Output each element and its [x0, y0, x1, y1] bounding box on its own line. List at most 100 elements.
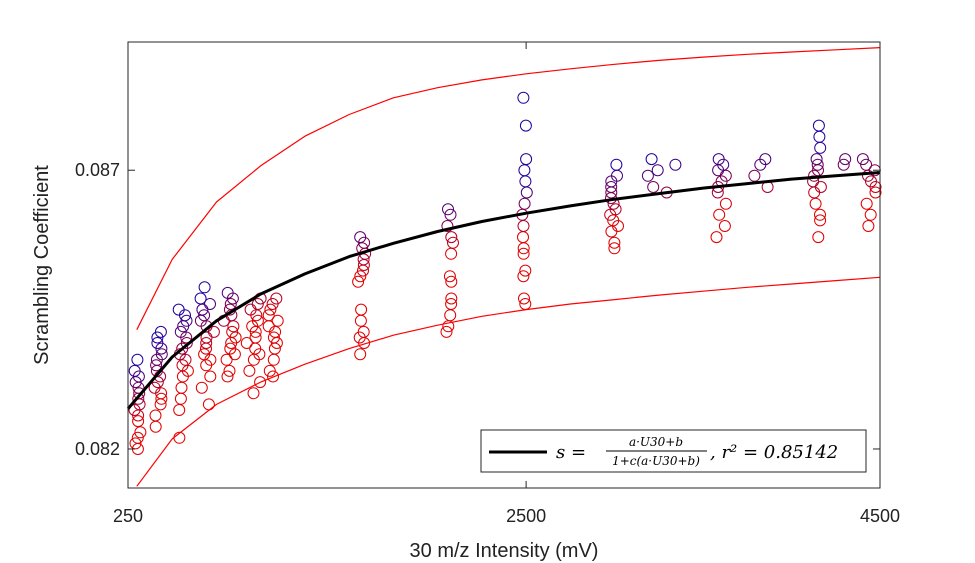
data-point-9-14	[519, 119, 532, 132]
lower-bound-line	[136, 276, 881, 487]
data-point-11-5	[645, 153, 658, 166]
data-point-1-15	[154, 325, 167, 338]
data-point-1-9	[150, 359, 163, 372]
data-point-14-9	[811, 158, 824, 171]
data-point-5-10	[251, 314, 264, 327]
data-point-14-13	[812, 119, 825, 132]
y-tick-label-0: 0.082	[75, 439, 120, 459]
data-point-13-1	[748, 169, 761, 182]
data-point-5-2	[243, 364, 256, 377]
x-tick-label-0: 250	[113, 506, 143, 526]
tick-layer: 250 2500 4500 0.082 0.087	[75, 42, 900, 526]
data-point-0-4	[132, 415, 145, 428]
data-point-0-14	[131, 353, 144, 366]
data-point-10-4	[607, 214, 620, 227]
data-point-8-0	[440, 325, 453, 338]
data-point-6-5	[267, 331, 280, 344]
data-point-3-7	[200, 337, 213, 349]
data-point-3-12	[198, 309, 211, 322]
data-point-7-7	[354, 270, 367, 283]
data-point-15-0	[837, 158, 850, 171]
data-point-16-8	[860, 158, 873, 171]
legend: s = a·U30+b 1+c(a·U30+b) , r² = 0.85142	[480, 429, 867, 473]
data-point-14-0	[812, 231, 825, 244]
data-point-14-1	[814, 214, 827, 227]
x-axis-title: 30 m/z Intensity (mV)	[410, 540, 599, 562]
data-point-12-3	[719, 197, 732, 210]
data-point-2-12	[174, 325, 187, 338]
data-point-1-5	[148, 381, 161, 394]
data-point-8-3	[445, 298, 458, 310]
data-point-3-1	[195, 381, 208, 394]
data-point-2-16	[172, 303, 185, 316]
data-point-11-3	[651, 164, 664, 177]
data-point-4-4	[224, 342, 237, 355]
data-point-8-9	[445, 231, 458, 244]
plot-area	[128, 42, 880, 488]
data-point-12-1	[718, 220, 731, 232]
data-point-8-5	[445, 275, 458, 288]
data-point-12-2	[713, 208, 726, 221]
data-point-10-6	[609, 203, 622, 216]
data-point-5-13	[251, 298, 264, 310]
data-point-1-1	[149, 409, 162, 422]
data-point-6-8	[271, 314, 284, 327]
data-point-16-3	[869, 186, 882, 199]
data-point-14-6	[807, 175, 820, 188]
data-point-8-11	[444, 208, 457, 221]
data-point-16-1	[864, 208, 877, 221]
data-layer	[126, 47, 882, 487]
data-point-9-3	[519, 264, 532, 277]
data-point-13-3	[759, 153, 772, 166]
data-point-0-2	[131, 431, 144, 444]
data-point-9-15	[517, 91, 530, 104]
data-point-7-3	[357, 325, 370, 338]
data-point-15-1	[839, 153, 852, 166]
data-point-11-2	[641, 169, 654, 182]
data-point-8-4	[445, 292, 458, 305]
data-point-4-1	[223, 364, 236, 377]
data-point-1-11	[155, 348, 168, 361]
data-point-5-7	[249, 331, 262, 344]
data-point-9-9	[518, 197, 531, 210]
data-point-7-6	[352, 275, 365, 288]
legend-lhs: s =	[556, 442, 586, 463]
data-point-6-1	[263, 364, 276, 377]
data-point-4-2	[220, 353, 233, 366]
legend-numerator: a·U30+b	[629, 435, 683, 449]
data-point-9-4	[517, 247, 530, 260]
data-point-1-3	[155, 392, 168, 405]
data-point-11-1	[647, 181, 660, 193]
data-point-0-3	[134, 426, 147, 439]
data-point-16-2	[860, 197, 873, 210]
data-point-11-4	[669, 158, 682, 171]
data-point-4-14	[221, 286, 234, 299]
data-point-6-0	[267, 370, 279, 383]
data-point-4-12	[224, 298, 237, 310]
data-point-5-1	[254, 376, 267, 389]
data-point-5-0	[247, 387, 260, 400]
upper-bound-line	[136, 47, 881, 330]
plot-frame	[127, 41, 881, 489]
data-point-10-10	[605, 181, 618, 193]
data-point-4-0	[221, 370, 234, 383]
data-point-16-0	[862, 220, 875, 232]
data-point-14-5	[814, 181, 827, 193]
data-point-3-5	[198, 348, 211, 361]
y-axis-title: Scrambling Coefficient	[31, 165, 53, 365]
data-point-6-9	[262, 309, 275, 322]
data-point-3-16	[198, 281, 211, 294]
data-point-6-10	[264, 303, 277, 316]
data-point-7-14	[354, 231, 367, 244]
data-point-6-12	[270, 292, 283, 305]
data-point-12-7	[719, 169, 732, 182]
x-tick-label-1: 2500	[506, 506, 546, 526]
data-point-9-13	[520, 153, 533, 166]
data-point-7-5	[355, 303, 368, 316]
data-point-2-10	[180, 337, 193, 349]
data-point-10-0	[608, 242, 621, 255]
data-point-0-9	[133, 387, 146, 400]
data-point-0-13	[128, 364, 141, 377]
data-point-16-9	[856, 153, 869, 166]
